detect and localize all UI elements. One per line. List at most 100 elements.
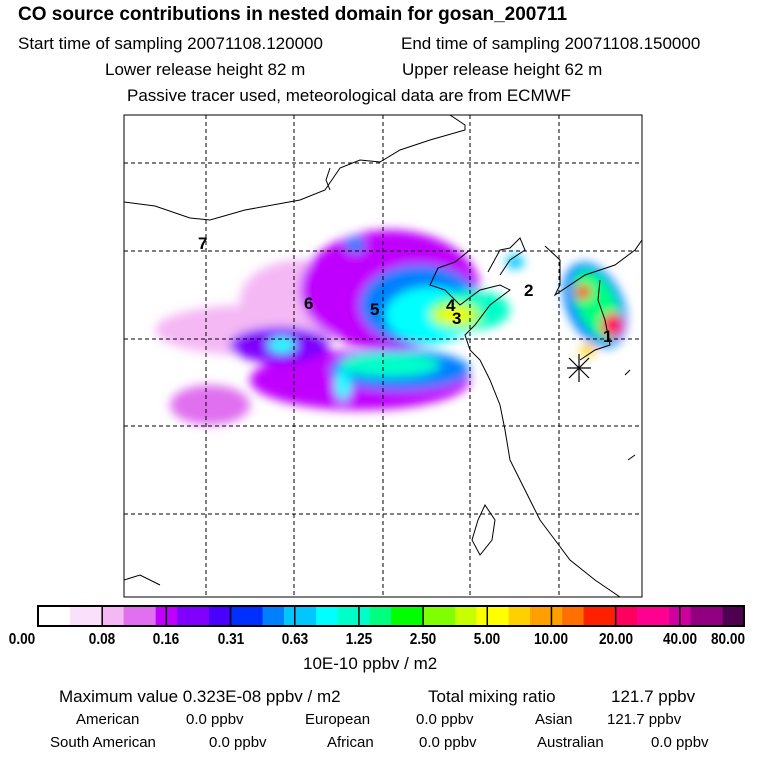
colorbar-swatch [519, 606, 531, 626]
colorbar-swatch [423, 606, 435, 626]
region-value: 0.0 ppbv [651, 734, 709, 751]
coastlines [124, 115, 642, 597]
colorbar-swatch [134, 606, 146, 626]
colorbar-swatch [369, 606, 381, 626]
colorbar-swatch [658, 606, 670, 626]
colorbar-swatch [722, 606, 734, 626]
colorbar-swatch [701, 606, 713, 626]
colorbar-swatch [326, 606, 339, 626]
colorbar-swatch [637, 606, 649, 626]
colorbar-unit: 10E-10 ppbv / m2 [303, 654, 438, 673]
colorbar-swatch [604, 606, 617, 626]
total-mixing-ratio-value: 121.7 ppbv [611, 687, 696, 706]
upper-release-height: Upper release height 62 m [402, 60, 603, 79]
colorbar-swatch [316, 606, 328, 626]
lat-lon-grid [124, 115, 642, 597]
colorbar-tick-label: 10.00 [534, 631, 569, 648]
colorbar-swatch [508, 606, 520, 626]
colorbar-swatch [262, 606, 274, 626]
colorbar-swatch [380, 606, 392, 626]
maximum-value: Maximum value 0.323E-08 ppbv / m2 [59, 687, 341, 706]
lower-release-height: Lower release height 82 m [105, 60, 306, 79]
region-name: Asian [535, 711, 573, 728]
colorbar-swatch [583, 606, 595, 626]
colorbar-swatch [102, 606, 114, 626]
colorbar-swatch [465, 606, 478, 626]
colorbar-tick-label: 40.00 [662, 631, 697, 648]
colorbar-swatch [669, 606, 681, 626]
colorbar-swatch [123, 606, 135, 626]
map-label: 3 [452, 309, 461, 328]
colorbar-tick-label: 80.00 [710, 631, 746, 648]
colorbar-tick-label: 20.00 [598, 631, 633, 648]
colorbar-swatch [48, 606, 60, 626]
colorbar-swatch [412, 606, 424, 626]
colorbar-swatch [594, 606, 606, 626]
colorbar-swatch [305, 606, 317, 626]
colorbar-swatch [444, 606, 456, 626]
colorbar-swatch [358, 606, 371, 626]
colorbar-tick-label: 0.31 [217, 631, 244, 648]
colorbar-swatch [401, 606, 413, 626]
colorbar-swatch [177, 606, 189, 626]
map-label: 7 [198, 234, 207, 253]
colorbar-tick-label: 0.16 [153, 631, 180, 648]
colorbar-swatch [166, 606, 178, 626]
region-value: 0.0 ppbv [186, 711, 244, 728]
colorbar-frame [37, 605, 745, 627]
region-value: 0.0 ppbv [416, 711, 474, 728]
colorbar-swatch [337, 606, 349, 626]
colorbar [37, 605, 745, 627]
colorbar-swatch [198, 606, 210, 626]
colorbar-swatch [91, 606, 103, 626]
colorbar-swatch [348, 606, 360, 626]
colorbar-swatch [241, 606, 253, 626]
colorbar-swatch [647, 606, 660, 626]
colorbar-swatch [690, 606, 702, 626]
colorbar-swatch [187, 606, 200, 626]
colorbar-swatch [219, 606, 232, 626]
colorbar-swatch [80, 606, 93, 626]
colorbar-tick-label: 5.00 [474, 631, 501, 648]
colorbar-swatch [476, 606, 488, 626]
receptor-asterisk-icon [567, 354, 591, 382]
colorbar-swatch [487, 606, 499, 626]
chart-title: CO source contributions in nested domain… [18, 4, 568, 25]
colorbar-swatch [615, 606, 627, 626]
concentration-field [155, 230, 627, 425]
colorbar-swatch [209, 606, 221, 626]
map-frame [123, 114, 643, 598]
region-name: European [305, 711, 371, 728]
map-label: 6 [304, 294, 313, 313]
colorbar-swatch [540, 606, 553, 626]
colorbar-tick-label: 0.00 [8, 631, 36, 648]
colorbar-swatch [551, 606, 563, 626]
colorbar-swatch [733, 606, 745, 626]
start-time: Start time of sampling 20071108.120000 [18, 34, 323, 53]
region-value: 0.0 ppbv [209, 734, 267, 751]
colorbar-swatch [455, 606, 467, 626]
colorbar-swatch [155, 606, 167, 626]
map-label: 1 [603, 327, 612, 346]
colorbar-tick-label: 0.63 [281, 631, 308, 648]
colorbar-swatch [711, 606, 724, 626]
colorbar-tick-label: 0.08 [88, 631, 116, 648]
colorbar-swatch [433, 606, 446, 626]
colorbar-swatch [70, 606, 82, 626]
colorbar-swatch [59, 606, 71, 626]
colorbar-swatch [230, 606, 242, 626]
region-name: American [76, 711, 140, 728]
colorbar-swatch [251, 606, 264, 626]
tracer-note: Passive tracer used, meteorological data… [127, 86, 572, 105]
colorbar-swatch [38, 606, 50, 626]
colorbar-tick-label: 2.50 [409, 631, 437, 648]
colorbar-tick-label: 1.25 [345, 631, 373, 648]
region-name: African [327, 734, 374, 751]
map-label: 4 [446, 296, 456, 315]
colorbar-swatch [294, 606, 307, 626]
colorbar-swatch [112, 606, 125, 626]
colorbar-swatch [497, 606, 510, 626]
colorbar-swatch [572, 606, 585, 626]
region-value: 0.0 ppbv [419, 734, 477, 751]
